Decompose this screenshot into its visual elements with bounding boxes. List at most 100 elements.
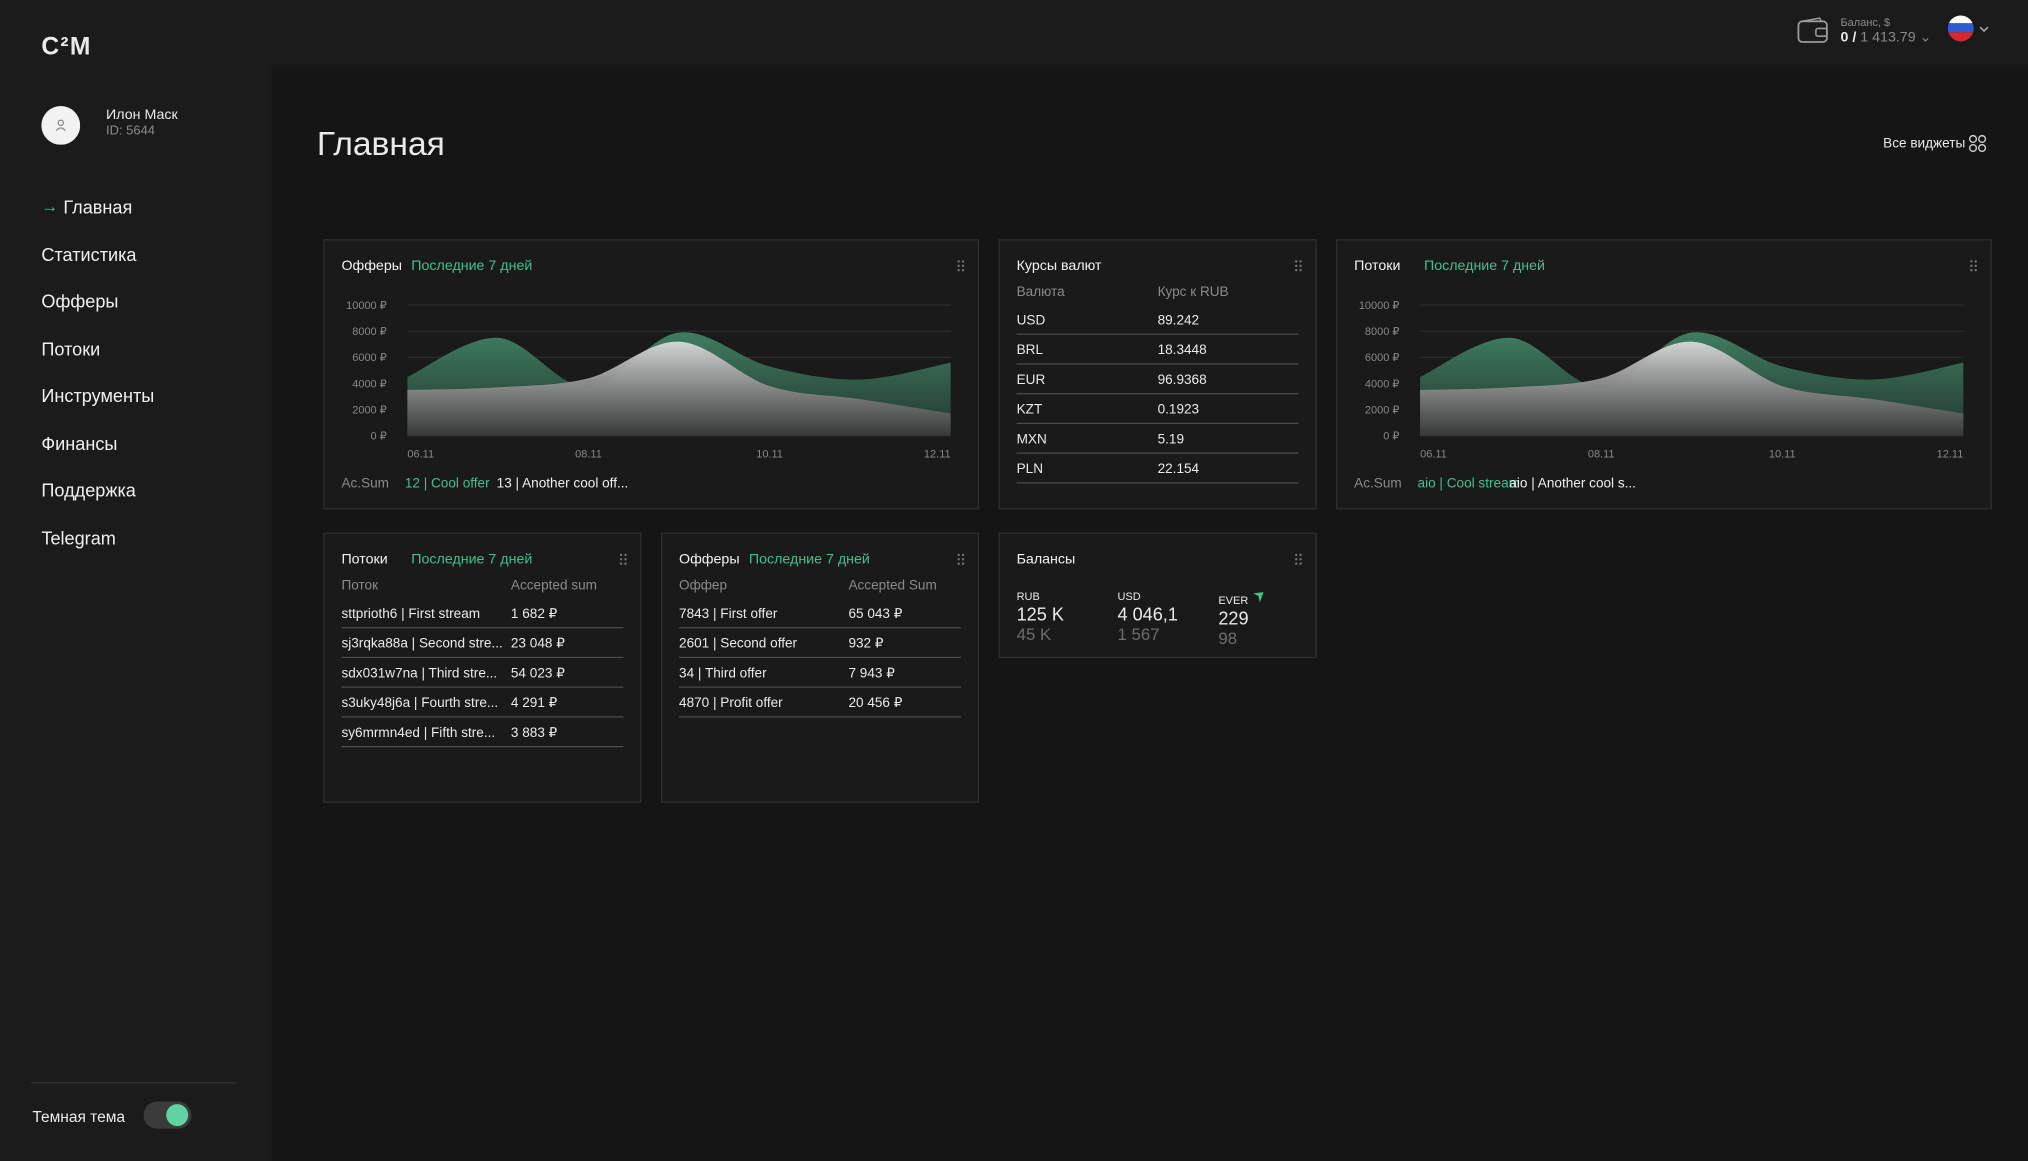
widgets-icon[interactable] (1968, 134, 1987, 153)
dot (1299, 260, 1302, 263)
dot (1295, 553, 1298, 557)
drag-handle[interactable] (957, 260, 965, 273)
widget-card: Офферы Последние 7 дней Оффер Accepted Sum 7… (660, 532, 980, 803)
dot (961, 562, 965, 565)
footer-label: Ac.Sum (1354, 475, 1402, 492)
topbar (271, 0, 2028, 65)
widget-title: Потоки (341, 552, 388, 568)
dot (1974, 260, 1977, 263)
x-tick-label: 06.11 (407, 449, 434, 461)
widget-card: Курсы валют Валюта Курс к RUB USD 89.242 BRL 1… (998, 239, 1317, 510)
balance-secondary: 1 567 (1117, 624, 1160, 644)
nav-item[interactable]: Потоки (41, 338, 101, 360)
y-tick-label: 10000 ₽ (346, 300, 387, 312)
nav-item[interactable]: Поддержка (41, 479, 136, 501)
widget-period[interactable]: Последние 7 дней (411, 552, 533, 568)
all-widgets-link[interactable]: Все виджеты (1883, 135, 1966, 152)
table-cell: 4 291 ₽ (510, 695, 558, 712)
balance-total: 1 413.79 (1860, 29, 1916, 46)
row-divider (679, 716, 961, 718)
table-cell: KZT (1016, 402, 1043, 418)
table-cell: 18.3448 (1157, 342, 1207, 359)
widget-title: Курсы валют (1016, 258, 1102, 275)
widget-card: Балансы RUB 125 K 45 K USD 4 046,1 1 567 EVER 22… (998, 532, 1317, 659)
drag-handle[interactable] (619, 553, 628, 566)
table-cell: 20 456 ₽ (848, 695, 903, 712)
language-flag[interactable] (1947, 14, 1991, 45)
nav-item[interactable]: Инструменты (41, 385, 155, 406)
dot (1295, 562, 1298, 565)
x-tick-label: 08.11 (1588, 449, 1615, 461)
table-cell: 23 048 ₽ (510, 636, 565, 652)
dot (1974, 264, 1977, 267)
dot (624, 558, 627, 561)
x-tick-label: 10.11 (756, 449, 783, 461)
legend-item[interactable]: 13 | Another cool off... (496, 475, 629, 492)
nav-item[interactable]: Статистика (41, 244, 137, 266)
widget-period[interactable]: Последние 7 дней (1424, 258, 1546, 275)
nav-item[interactable]: Telegram (41, 527, 116, 549)
table-cell: 5.19 (1157, 431, 1184, 448)
legend-item[interactable]: aio | Another cool s... (1509, 475, 1636, 492)
balance-current: 0 / (1840, 29, 1857, 46)
dot (619, 562, 623, 565)
y-tick-label: 2000 ₽ (352, 404, 386, 416)
wallet-icon (1797, 17, 1828, 43)
nav-item[interactable]: Финансы (41, 433, 118, 454)
row-divider (1016, 482, 1299, 484)
theme-toggle[interactable] (142, 1100, 194, 1131)
drag-handle[interactable] (1970, 260, 1978, 273)
logo[interactable]: C²M (41, 33, 92, 61)
dot (1299, 558, 1302, 561)
dot (961, 553, 965, 557)
table-cell: 65 043 ₽ (848, 606, 903, 622)
dot (619, 558, 623, 561)
dot (1299, 269, 1302, 272)
row-divider (341, 716, 624, 718)
table-cell: sdx031w7na | Third stre... (341, 665, 498, 682)
nav-item[interactable]: Главная (63, 196, 133, 218)
dot (1295, 260, 1298, 263)
balance-secondary: 45 K (1016, 624, 1052, 644)
user-id: ID: 5644 (106, 124, 155, 139)
table-cell: sy6mrmn4ed | Fifth stre... (341, 725, 496, 741)
balance-value[interactable]: 0 / 1 413.79 ⌄ (1840, 28, 1931, 46)
nav-item[interactable]: Офферы (41, 290, 119, 312)
balance-main: 125 K (1016, 603, 1064, 625)
dot (1295, 264, 1298, 267)
drag-handle[interactable] (1295, 260, 1303, 273)
widget-period[interactable]: Последние 7 дней (411, 258, 533, 275)
widget-title: Офферы (679, 552, 740, 568)
dot (957, 269, 960, 272)
legend-item[interactable]: aio | Cool stream (1417, 475, 1520, 492)
table-cell: 96.9368 (1157, 372, 1207, 388)
dot (961, 269, 965, 272)
drag-handle[interactable] (1295, 553, 1303, 566)
avatar[interactable] (41, 106, 81, 145)
balance-currency: RUB (1016, 589, 1040, 603)
dot (1299, 553, 1302, 557)
x-tick-label: 12.11 (924, 449, 951, 461)
row-divider (1016, 363, 1299, 365)
x-tick-label: 10.11 (1769, 449, 1796, 461)
sidebar: C²M Илон Маск ID: 5644 → Главная Статистик… (0, 0, 272, 1161)
table-cell: s3uky48j6a | Fourth stre... (341, 695, 499, 712)
dot (957, 558, 960, 561)
widget-card: Офферы Последние 7 дней 0 ₽ 2000 ₽ 4000 ₽ 600… (323, 239, 980, 510)
dot (624, 553, 627, 557)
dot (961, 558, 965, 561)
table-cell: PLN (1016, 461, 1044, 478)
table-cell: 0.1923 (1157, 402, 1200, 418)
balance-main: 4 046,1 (1117, 603, 1178, 625)
area (1420, 341, 1964, 436)
row-divider (341, 656, 624, 659)
area (407, 341, 951, 436)
widget-card: Потоки Последние 7 дней Поток Accepted sum s… (323, 532, 642, 803)
row-divider (679, 627, 961, 629)
widget-period[interactable]: Последние 7 дней (748, 552, 870, 568)
dot (619, 553, 623, 557)
legend-item[interactable]: 12 | Cool offer (404, 475, 490, 492)
table-cell: 89.242 (1157, 312, 1200, 329)
theme-label: Темная тема (32, 1107, 126, 1127)
drag-handle[interactable] (957, 553, 965, 566)
